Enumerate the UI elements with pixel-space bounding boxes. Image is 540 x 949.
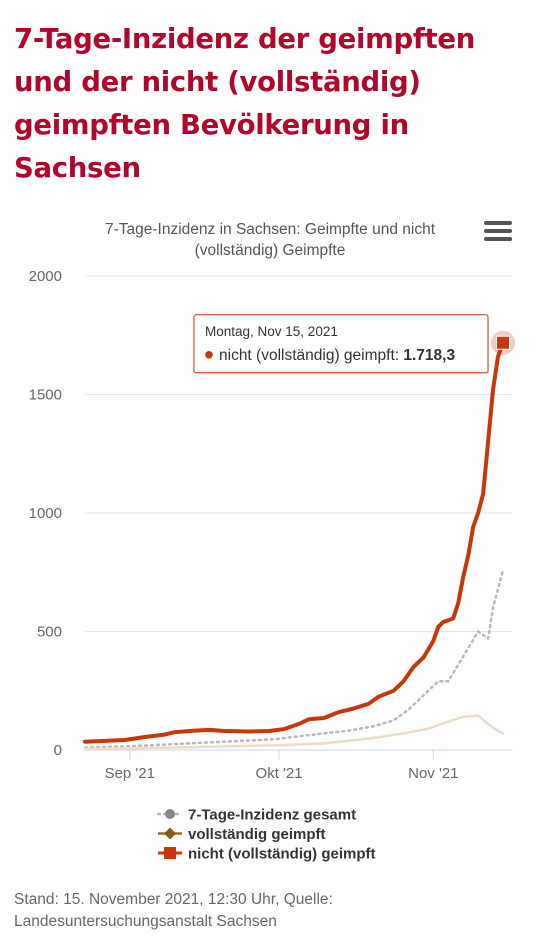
incidence-line-chart: 7-Tage-Inzidenz in Sachsen: Geimpfte und…: [29, 221, 515, 863]
legend-label: 7-Tage-Inzidenz gesamt: [188, 807, 356, 824]
y-tick-label: 500: [37, 624, 62, 641]
source-note: Stand: 15. November 2021, 12:30 Uhr, Que…: [14, 891, 333, 930]
legend-diamond-icon: [164, 827, 176, 840]
legend-circle-icon: [165, 809, 175, 819]
legend-item-ungeimpft[interactable]: nicht (vollständig) geimpft: [158, 846, 376, 863]
y-tick-label: 1500: [29, 387, 62, 404]
tooltip-box: [193, 314, 489, 374]
y-tick-label: 0: [54, 742, 62, 759]
legend-item-gesamt[interactable]: 7-Tage-Inzidenz gesamt: [156, 807, 356, 824]
chart-container: 7-Tage-Inzidenz in Sachsen: Geimpfte und…: [0, 205, 540, 885]
y-tick-label: 2000: [29, 268, 62, 285]
chart-title: 7-Tage-Inzidenz in Sachsen: Geimpfte und…: [105, 221, 436, 238]
tooltip-bullet-icon: [205, 350, 213, 359]
series-line-ungeimpft: [83, 340, 505, 744]
x-tick-label: Sep '21: [105, 765, 155, 782]
hamburger-menu-icon: [484, 229, 512, 233]
chart-title: (vollständig) Geimpfte: [195, 242, 346, 259]
chart-menu-button[interactable]: [484, 221, 512, 245]
x-tick-label: Okt '21: [256, 765, 303, 782]
series-line-gesamt: [83, 568, 505, 749]
legend-label: vollständig geimpft: [188, 826, 326, 843]
hamburger-menu-icon: [484, 237, 512, 241]
data-point-marker[interactable]: [496, 335, 510, 350]
legend-item-geimpft[interactable]: vollständig geimpft: [158, 826, 326, 843]
series-line-geimpft: [83, 714, 505, 751]
legend-label: nicht (vollständig) geimpft: [188, 846, 376, 863]
legend-square-icon: [164, 847, 176, 859]
x-tick-label: Nov '21: [408, 765, 458, 782]
tooltip-date: Montag, Nov 15, 2021: [205, 324, 338, 339]
hamburger-menu-icon: [484, 221, 512, 225]
page-headline: 7-Tage-Inzidenz der geimpften und der ni…: [14, 23, 475, 184]
tooltip-value: nicht (vollständig) geimpft: 1.718,3: [219, 347, 455, 364]
y-tick-label: 1000: [29, 505, 62, 522]
